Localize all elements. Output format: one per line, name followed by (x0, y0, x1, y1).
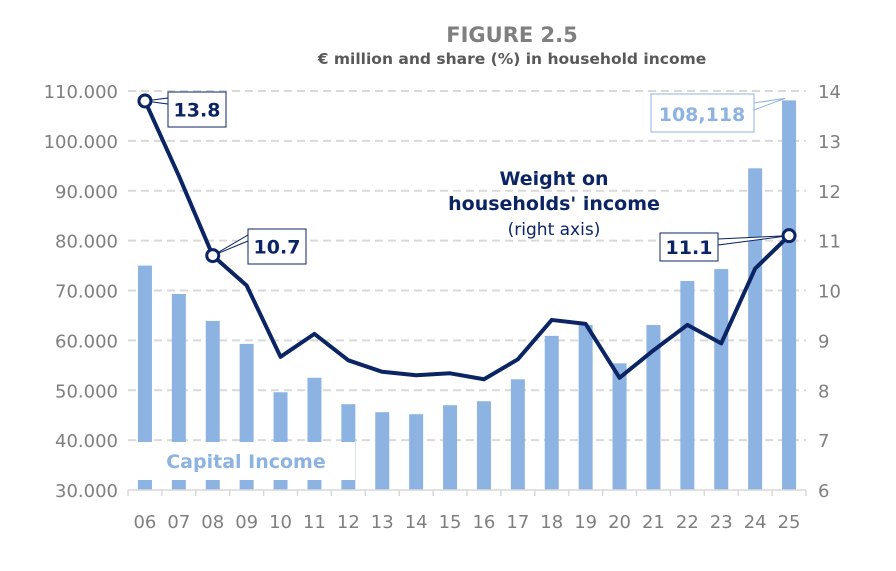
left-axis-tick-label: 50.000 (55, 381, 118, 402)
x-axis-tick-label: 25 (778, 512, 801, 533)
right-axis-tick-label: 13 (818, 132, 841, 153)
callout-leader (754, 98, 785, 110)
bar (748, 168, 762, 490)
x-axis-tick-label: 18 (540, 512, 563, 533)
left-axis-tick-label: 80.000 (55, 232, 118, 253)
left-axis-tick-label: 70.000 (55, 282, 118, 303)
right-axis-tick-label: 10 (818, 282, 841, 303)
left-axis-tick-label: 110.000 (44, 82, 118, 103)
x-axis-tick-label: 10 (269, 512, 292, 533)
bar (613, 363, 627, 490)
highlight-marker (783, 230, 795, 242)
bar (545, 336, 559, 490)
chart-title: FIGURE 2.5 (446, 23, 577, 47)
gridlines (128, 91, 806, 440)
legend-weight: Weight on households' income (right axis… (448, 168, 660, 240)
x-axis-tick-label: 19 (574, 512, 597, 533)
x-axis-tick-label: 21 (642, 512, 665, 533)
legend-capital-income: Capital Income (137, 442, 355, 480)
left-axis-tick-label: 60.000 (55, 331, 118, 352)
legend-weight-line3: (right axis) (508, 220, 601, 240)
x-axis-tick-label: 16 (472, 512, 495, 533)
bar (579, 325, 593, 490)
legend-capital-income-label: Capital Income (166, 451, 326, 473)
right-axis-tick-label: 8 (818, 381, 829, 402)
x-axis-tick-label: 14 (405, 512, 428, 533)
data-label: 10.7 (254, 237, 301, 259)
legend-weight-line1: Weight on (499, 168, 608, 190)
x-axis-tick-label: 07 (167, 512, 190, 533)
data-labels: 13.8 10.7 11.1 108,118 (139, 92, 795, 264)
left-axis-tick-label: 90.000 (55, 182, 118, 203)
x-axis-tick-label: 17 (506, 512, 529, 533)
bar (714, 269, 728, 490)
x-axis-tick-label: 06 (133, 512, 156, 533)
bar (680, 281, 694, 490)
chart-subtitle: € million and share (%) in household inc… (317, 50, 707, 68)
data-label: 13.8 (174, 100, 221, 122)
right-axis-tick-label: 14 (818, 82, 841, 103)
highlight-marker (207, 250, 219, 262)
x-axis-tick-label: 15 (439, 512, 462, 533)
bar (375, 412, 389, 490)
bar (511, 379, 525, 490)
data-label: 108,118 (659, 104, 746, 126)
right-axis-tick-label: 9 (818, 331, 829, 352)
bar (409, 414, 423, 490)
left-axis-tick-label: 30.000 (55, 481, 118, 502)
x-axis-tick-label: 22 (676, 512, 699, 533)
highlight-marker (139, 95, 151, 107)
bar (477, 401, 491, 490)
right-axis-tick-label: 6 (818, 481, 829, 502)
x-axis-tick-label: 20 (608, 512, 631, 533)
right-axis-tick-label: 12 (818, 182, 841, 203)
x-axis-tick-label: 24 (744, 512, 767, 533)
legend-weight-line2: households' income (448, 193, 660, 215)
x-axis-tick-label: 11 (303, 512, 326, 533)
x-axis-tick-label: 23 (710, 512, 733, 533)
bar-series (138, 100, 796, 490)
right-axis-tick-label: 11 (818, 232, 841, 253)
right-axis-tick-label: 7 (818, 431, 829, 452)
data-label: 11.1 (666, 237, 713, 259)
left-axis-tick-label: 40.000 (55, 431, 118, 452)
bar (782, 100, 796, 490)
x-axis-tick-label: 09 (235, 512, 258, 533)
x-axis-tick-label: 12 (337, 512, 360, 533)
x-axis-tick-label: 13 (371, 512, 394, 533)
left-axis-tick-label: 100.000 (44, 132, 118, 153)
x-axis-tick-label: 08 (201, 512, 224, 533)
bar (443, 405, 457, 490)
